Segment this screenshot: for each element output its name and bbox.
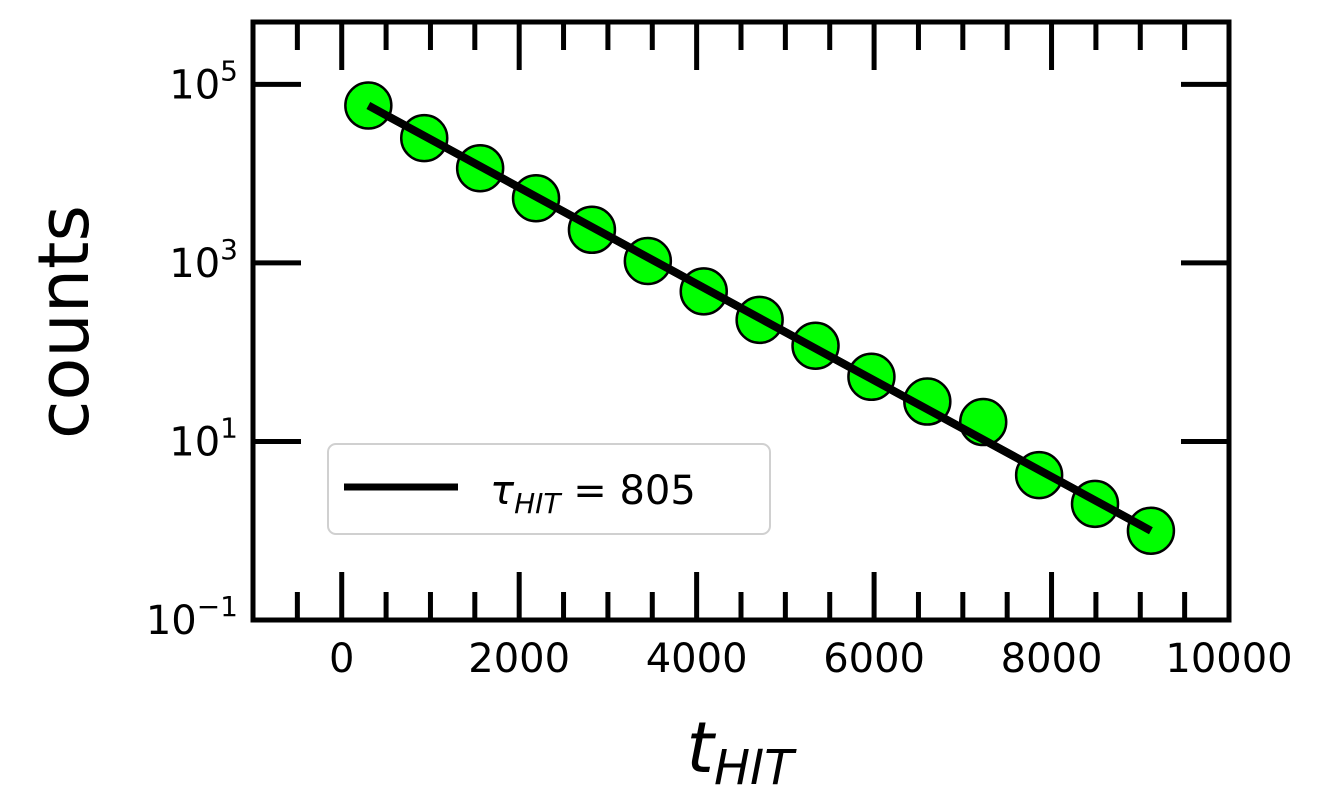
y-tick-label: 10−1	[146, 590, 238, 644]
legend-symbol: τ	[490, 468, 515, 514]
y-axis-title: counts	[23, 205, 105, 439]
y-tick-label: 101	[169, 411, 238, 465]
legend-subscript: HIT	[514, 487, 562, 520]
legend-value: = 805	[561, 468, 696, 514]
x-tick-label: 10000	[1165, 636, 1292, 682]
x-tick-label: 4000	[646, 636, 748, 682]
data-points	[344, 81, 1176, 555]
y-tick-label: 103	[169, 233, 238, 287]
legend-box	[327, 443, 771, 535]
axis-ticks	[253, 22, 1229, 620]
legend-label: τHIT = 805	[490, 468, 696, 520]
x-axis-title-sub: HIT	[714, 740, 797, 796]
legend: τHIT = 805	[327, 443, 771, 535]
x-tick-label: 6000	[823, 636, 925, 682]
x-tick-label: 2000	[468, 636, 570, 682]
y-tick-label: 105	[169, 54, 238, 108]
x-tick-label: 8000	[1001, 636, 1103, 682]
x-axis-title: tHIT	[686, 707, 797, 796]
y-tick-labels: 10−1 101 103 105	[146, 54, 238, 644]
x-tick-label: 0	[329, 636, 354, 682]
x-tick-labels: 0 2000 4000 6000 8000 10000	[329, 636, 1293, 682]
fit-line-overlay	[366, 101, 1153, 535]
x-axis-title-main: t	[686, 707, 716, 789]
plot-frame	[250, 19, 1232, 623]
